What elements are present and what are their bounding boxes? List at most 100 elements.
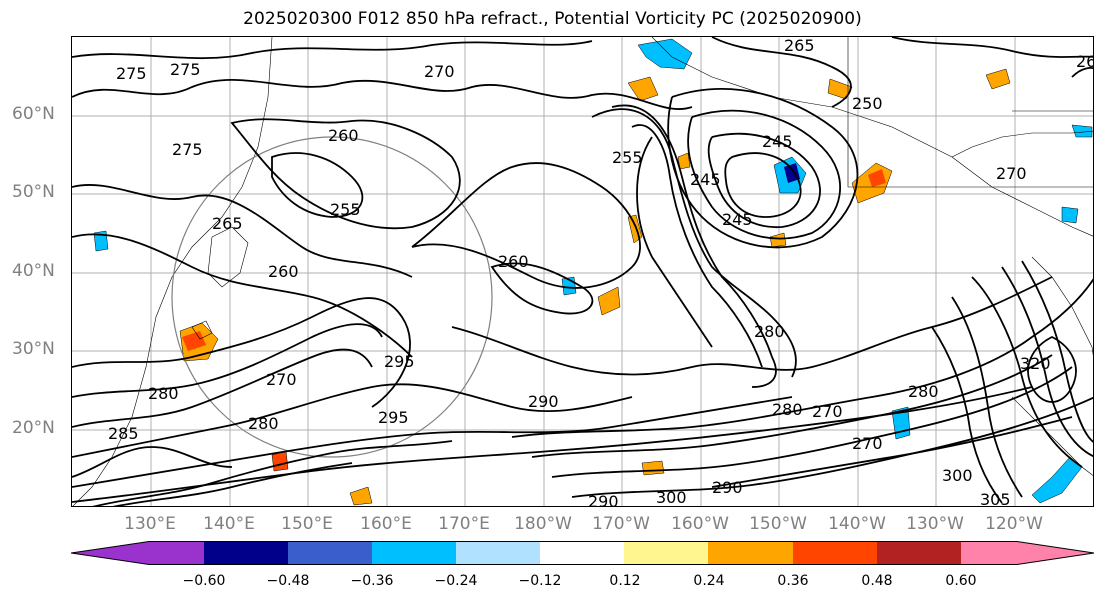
contour-label: 280 bbox=[908, 382, 939, 401]
contour-label: 255 bbox=[612, 148, 643, 167]
colorbar-extend-min bbox=[71, 541, 149, 565]
contour-label: 305 bbox=[980, 490, 1011, 507]
pv-patch-positive bbox=[597, 286, 621, 316]
colorbar-tick: 0.36 bbox=[777, 573, 809, 589]
contour-label: 245 bbox=[722, 210, 753, 229]
contour-label: 265 bbox=[212, 214, 243, 233]
contour-label: 270 bbox=[996, 164, 1027, 183]
map-canvas: 275 275 270 265 265 260 255 255 250 245 … bbox=[72, 37, 1093, 507]
reference-circle bbox=[171, 136, 493, 458]
contour-label: 270 bbox=[852, 434, 883, 453]
pv-patch-positive-strong bbox=[868, 169, 886, 187]
colorbar-segment bbox=[624, 541, 708, 565]
contour-label: 295 bbox=[378, 408, 409, 427]
pv-patch-positive bbox=[985, 68, 1011, 90]
colorbar-tick: 0.48 bbox=[861, 573, 893, 589]
pv-patch-negative bbox=[1061, 206, 1079, 224]
map-panel: 275 275 270 265 265 260 255 255 250 245 … bbox=[71, 36, 1094, 507]
colorbar-segment bbox=[540, 541, 624, 565]
colorbar-segment bbox=[877, 541, 961, 565]
contour-label: 280 bbox=[148, 384, 179, 403]
pv-patch-positive bbox=[349, 486, 373, 506]
colorbar-segment bbox=[708, 541, 793, 565]
contour-label: 295 bbox=[384, 352, 415, 371]
colorbar-tick: −0.24 bbox=[434, 573, 478, 589]
colorbar bbox=[71, 541, 1095, 565]
colorbar-segment bbox=[456, 541, 540, 565]
lon-label: 140°E bbox=[203, 514, 255, 534]
lat-label: 30°N bbox=[12, 339, 55, 359]
colorbar-tick: −0.12 bbox=[518, 573, 562, 589]
pv-patch-negative bbox=[93, 230, 109, 252]
colorbar-segment bbox=[149, 541, 204, 565]
pv-patch-positive bbox=[641, 460, 665, 476]
contour-label: 270 bbox=[424, 62, 455, 81]
lon-label: 160°W bbox=[671, 514, 729, 534]
contour-label: 280 bbox=[248, 414, 279, 433]
pv-patch-negative-strong bbox=[784, 163, 800, 183]
lon-label: 180°W bbox=[514, 514, 572, 534]
colorbar-tick: 0.24 bbox=[693, 573, 725, 589]
lat-label: 50°N bbox=[12, 182, 55, 202]
contour-label: 290 bbox=[588, 492, 619, 507]
pv-patch-positive bbox=[627, 76, 659, 102]
contour-label: 270 bbox=[812, 402, 843, 421]
pv-shading bbox=[93, 38, 1093, 506]
lon-label: 130°W bbox=[906, 514, 964, 534]
contour-label: 270 bbox=[266, 370, 297, 389]
colorbar-segment bbox=[372, 541, 456, 565]
contour-label: 260 bbox=[328, 126, 359, 145]
lon-label: 160°E bbox=[360, 514, 412, 534]
colorbar-outline bbox=[71, 541, 1095, 565]
contour-label: 265 bbox=[784, 37, 815, 55]
contour-label: 280 bbox=[772, 400, 803, 419]
contour-label: 290 bbox=[712, 478, 743, 497]
pv-patch-positive bbox=[769, 232, 787, 248]
pv-patch-negative bbox=[1071, 124, 1093, 138]
colorbar-tick: 0.60 bbox=[945, 573, 977, 589]
coastlines bbox=[72, 37, 1093, 506]
pv-patch-positive bbox=[827, 78, 853, 100]
colorbar-tick: 0.12 bbox=[609, 573, 641, 589]
colorbar-extend-max bbox=[1017, 541, 1094, 565]
lat-label: 40°N bbox=[12, 261, 55, 281]
colorbar-segment bbox=[288, 541, 372, 565]
colorbar-tick: −0.48 bbox=[266, 573, 310, 589]
plot-title: 2025020300 F012 850 hPa refract., Potent… bbox=[243, 9, 862, 29]
contour-label: 290 bbox=[528, 392, 559, 411]
lon-label: 170°W bbox=[592, 514, 650, 534]
contour-label: 300 bbox=[656, 488, 687, 507]
contour-label: 260 bbox=[268, 262, 299, 281]
contour-label: 280 bbox=[754, 322, 785, 341]
contour-label: 285 bbox=[108, 424, 139, 443]
contour-label: 300 bbox=[942, 466, 973, 485]
pv-patch-positive-strong bbox=[182, 331, 206, 351]
contour-label: 320 bbox=[1020, 354, 1051, 373]
colorbar-tick: −0.60 bbox=[182, 573, 226, 589]
lon-label: 140°W bbox=[828, 514, 886, 534]
colorbar-tick: −0.36 bbox=[350, 573, 394, 589]
contour-label: 275 bbox=[170, 60, 201, 79]
pv-patch-negative bbox=[637, 38, 693, 70]
colorbar-segment bbox=[793, 541, 877, 565]
lon-label: 170°E bbox=[438, 514, 490, 534]
lat-label: 60°N bbox=[12, 104, 55, 124]
contour-label-group: 275 275 270 265 265 260 255 255 250 245 … bbox=[108, 37, 1093, 507]
contour-label: 255 bbox=[330, 200, 361, 219]
lat-label: 20°N bbox=[12, 418, 55, 438]
contour-label: 245 bbox=[690, 170, 721, 189]
colorbar-segment bbox=[961, 541, 1017, 565]
lon-label: 150°E bbox=[281, 514, 333, 534]
lon-label: 150°W bbox=[749, 514, 807, 534]
contour-label: 275 bbox=[116, 64, 147, 83]
lon-label: 130°E bbox=[124, 514, 176, 534]
contour-label: 260 bbox=[498, 252, 529, 271]
lon-label: 120°W bbox=[985, 514, 1043, 534]
colorbar-segment bbox=[204, 541, 288, 565]
pv-patch-negative bbox=[1031, 456, 1083, 504]
graticule bbox=[72, 37, 1093, 506]
contour-label: 275 bbox=[172, 140, 203, 159]
refractivity-contours bbox=[72, 37, 1093, 506]
contour-label: 250 bbox=[852, 94, 883, 113]
contour-label: 245 bbox=[762, 132, 793, 151]
